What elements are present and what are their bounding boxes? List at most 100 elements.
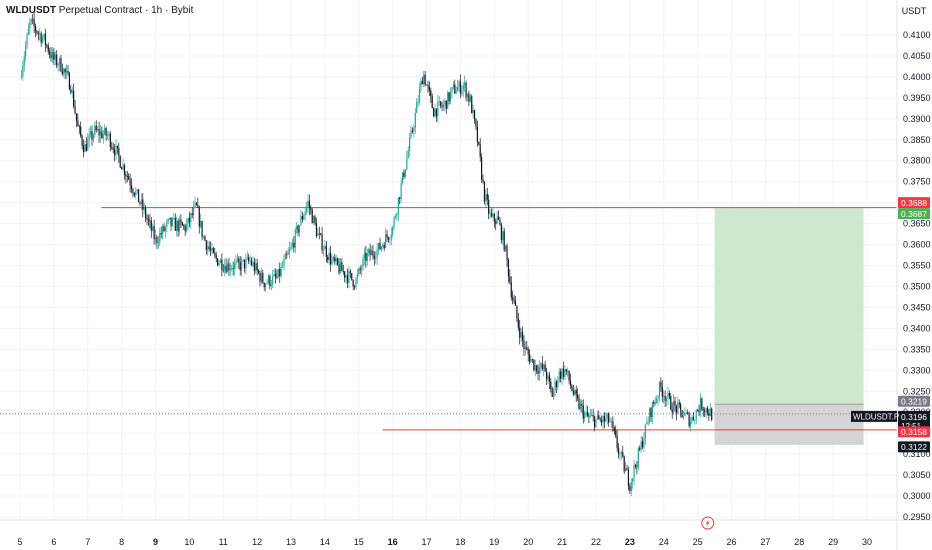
candle-body (54, 54, 56, 60)
candle-body (500, 224, 502, 241)
candle-body (167, 219, 169, 222)
candle-body (71, 90, 73, 93)
candle-body (198, 207, 200, 227)
candle-body (112, 147, 114, 150)
candle-body (262, 272, 264, 283)
entry-price-bg (898, 395, 930, 407)
candle-body (26, 34, 28, 47)
candle-body (32, 19, 34, 21)
candle-body (80, 126, 82, 136)
candle-body (178, 219, 181, 232)
title-symbol: WLDUSDT (6, 5, 56, 16)
candle-body (143, 208, 145, 210)
candle-body (407, 150, 409, 158)
price-tick-label: 0.3750 (903, 177, 931, 187)
candle-body (678, 402, 680, 405)
candle-body (87, 139, 89, 151)
candle-body (248, 257, 250, 262)
candle-body (533, 359, 535, 371)
candle-body (639, 448, 641, 450)
stop-price-bg (898, 441, 930, 453)
candle-body (205, 240, 207, 250)
candle-body (706, 408, 709, 414)
candle-body (163, 226, 165, 231)
candle-body (601, 419, 603, 423)
candle-body (94, 125, 96, 135)
candle-body (540, 363, 542, 368)
price-tick-label: 0.3550 (903, 261, 931, 271)
candle-body (224, 265, 226, 271)
candle-body (519, 327, 521, 338)
time-tick-label: 11 (219, 537, 228, 547)
candle-body (567, 370, 569, 372)
candle-body (414, 113, 416, 128)
candle-body (670, 396, 672, 410)
candle-body (588, 415, 590, 417)
candle-body (451, 87, 453, 93)
price-tick-label: 0.3050 (903, 470, 931, 480)
candle-body (671, 409, 673, 413)
candle-body (435, 108, 438, 117)
candle-body (85, 144, 87, 151)
horizontal-levels[interactable] (0, 207, 897, 431)
candle-body (311, 209, 313, 224)
candle-body (685, 412, 687, 414)
price-tick-label: 0.3800 (903, 156, 931, 166)
candle-body (212, 248, 214, 253)
candle-body (142, 199, 144, 210)
candle-body (692, 416, 694, 421)
candle-body (548, 375, 550, 382)
candle-body (119, 156, 121, 168)
candle-body (569, 380, 572, 386)
chart-title[interactable]: WLDUSDT Perpetual Contract · 1h · Bybit (6, 5, 193, 16)
candle-body (486, 194, 488, 200)
candle-body (183, 225, 185, 227)
candle-body (274, 273, 277, 277)
candle-body (704, 410, 706, 412)
candle-body (277, 269, 279, 278)
candle-body (376, 249, 378, 259)
candle-body (75, 113, 78, 121)
candle-body (190, 213, 192, 223)
candle-body (225, 265, 227, 273)
candle-body (359, 268, 361, 270)
candle-body (194, 203, 196, 207)
candle-body (307, 200, 309, 207)
candle-body (524, 347, 526, 349)
candle-body (605, 418, 607, 422)
candle-body (263, 282, 265, 288)
candle-body (482, 179, 484, 182)
candle-body (551, 388, 553, 397)
candle-body (98, 129, 100, 136)
candle-body (187, 217, 189, 225)
candle-body (637, 448, 639, 467)
candle-body (273, 273, 275, 276)
candle-body (49, 51, 51, 54)
price-labels: 0.36880.36870.32190.319612:51WLDUSDT.P0.… (851, 197, 930, 453)
candle-body (321, 234, 323, 251)
candle-body (627, 470, 630, 487)
candle-body (632, 478, 634, 482)
candle-body (506, 245, 508, 260)
candle-body (701, 398, 703, 410)
candle-body (132, 189, 134, 193)
candle-body (84, 144, 86, 153)
candle-body (305, 206, 308, 212)
candle-body (104, 128, 106, 135)
candle-body (469, 96, 471, 102)
title-interval: 1h (151, 5, 163, 16)
candle-body (516, 305, 518, 319)
candle-body (78, 126, 80, 127)
candle-body (598, 415, 600, 420)
candle-body (513, 299, 515, 302)
candle-body (300, 216, 302, 226)
candle-body (653, 401, 655, 404)
candle-body (279, 269, 281, 277)
candle-body (455, 91, 457, 94)
candle-body (644, 424, 646, 439)
candle-body (466, 93, 469, 98)
candle-body (416, 102, 418, 114)
candle-body (122, 164, 124, 170)
candle-body (231, 268, 233, 270)
